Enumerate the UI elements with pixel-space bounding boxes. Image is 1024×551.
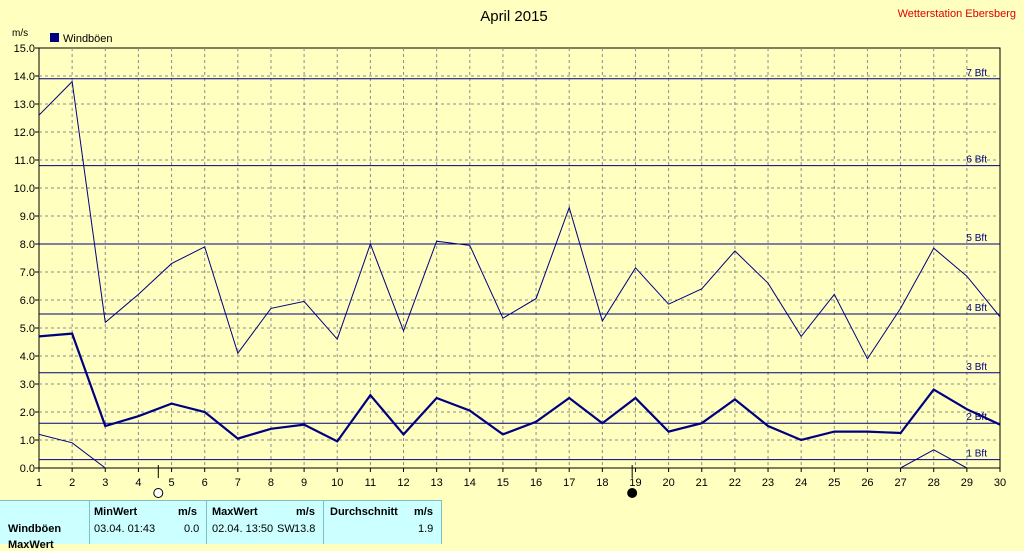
plot-area [38,47,1001,469]
y-tick-label: 3.0 [20,379,35,391]
x-tick-label: 3 [102,477,108,489]
moon-markers [153,465,638,498]
y-tick-label: 8.0 [20,239,35,251]
y-tick-label: 11.0 [14,155,35,167]
x-tick-label: 1 [36,477,42,489]
x-tick-label: 12 [397,477,409,489]
min-value: 0.0 [184,523,200,535]
avg-unit: m/s [414,506,433,518]
x-tick-label: 7 [235,477,241,489]
station-name: Wetterstation Ebersberg [898,8,1016,20]
y-tick-label: 9.0 [20,211,35,223]
series-line-min [900,449,968,468]
x-tick-label: 4 [135,477,141,489]
legend-label: Windböen [63,33,113,45]
x-tick-label: 17 [563,477,575,489]
divider [441,501,442,544]
x-tick-label: 28 [928,477,940,489]
max-unit: m/s [296,506,315,518]
y-tick-label: 6.0 [20,295,35,307]
y-tick-label: 2.0 [20,407,35,419]
x-tick-label: 25 [828,477,840,489]
summary-table: MinWert m/s MaxWert m/s Durchschnitt m/s… [0,500,1024,551]
x-tick-label: 24 [795,477,807,489]
y-tick-label: 5.0 [20,323,35,335]
x-tick-label: 11 [365,477,376,489]
max-header: MaxWert [212,506,258,518]
x-tick-label: 23 [762,477,774,489]
x-tick-label: 19 [629,477,641,489]
series-line-min [39,433,106,468]
divider [89,501,90,544]
avg-header: Durchschnitt [330,506,398,518]
x-tick-label: 6 [202,477,208,489]
x-tick-label: 9 [301,477,307,489]
min-header: MinWert [94,506,138,518]
beaufort-lines: 1 Bft 2 Bft 3 Bft 4 Bft 5 Bft 6 Bft 7 Bft [39,68,1000,461]
y-tick-label: 0.0 [20,463,35,475]
legend: Windböen [50,33,113,45]
legend-swatch [50,33,59,42]
x-tick-label: 13 [431,477,443,489]
x-tick-label: 29 [961,477,973,489]
y-axis-unit: m/s [12,28,28,39]
y-tick-label: 14.0 [14,71,35,83]
bft-label: 6 Bft [966,155,987,166]
row-label-cut: MaxWert [8,539,54,551]
bft-label: 1 Bft [966,449,987,460]
y-tick-label: 7.0 [20,267,35,279]
chart-title: April 2015 [480,8,548,25]
x-tick-label: 10 [331,477,343,489]
max-dir: SW [277,523,295,535]
series-lines [39,80,1000,468]
y-tick-label: 10.0 [14,183,35,195]
new-moon-icon [153,488,164,498]
x-tick-label: 21 [696,477,708,489]
x-tick-label: 16 [530,477,542,489]
y-axis: 0.0 1.0 2.0 3.0 4.0 5.0 6.0 7.0 8.0 9.0 10.0 11.0 12… [14,43,39,475]
x-tick-label: 15 [497,477,509,489]
x-tick-label: 8 [268,477,274,489]
grid-lines [39,48,1000,468]
series-line-mean [39,332,1000,443]
bft-label: 2 Bft [966,412,987,423]
max-value: 13.8 [294,523,316,535]
divider [206,501,207,544]
bft-label: 7 Bft [966,68,987,79]
y-tick-label: 13.0 [14,99,35,111]
min-unit: m/s [178,506,197,518]
min-time: 03.04. 01:43 [94,523,156,535]
bft-label: 3 Bft [966,362,987,373]
divider [323,501,324,544]
x-tick-label: 22 [729,477,741,489]
x-axis: 1 2 3 4 5 6 7 8 9 10 11 12 13 14 15 16 17 18 19 20 21 22 23 24 2… [36,468,1006,489]
max-time: 02.04. 13:50 [212,523,274,535]
full-moon-icon [627,488,638,498]
x-tick-label: 20 [662,477,674,489]
y-tick-label: 12.0 [14,127,35,139]
summary-box: MinWert m/s MaxWert m/s Durchschnitt m/s… [0,500,442,551]
x-tick-label: 30 [994,477,1006,489]
x-tick-label: 14 [464,477,476,489]
avg-value: 1.9 [418,523,434,535]
series-line-max [39,80,1000,360]
y-tick-label: 1.0 [20,435,35,447]
x-tick-label: 2 [69,477,75,489]
y-tick-label: 4.0 [20,351,35,363]
bft-label: 5 Bft [966,233,987,244]
x-tick-label: 27 [894,477,906,489]
x-tick-label: 26 [861,477,873,489]
x-tick-label: 5 [168,477,174,489]
x-tick-label: 18 [596,477,608,489]
row-label: Windböen [8,523,62,535]
bft-label: 4 Bft [966,303,987,314]
y-tick-label: 15.0 [14,43,35,55]
